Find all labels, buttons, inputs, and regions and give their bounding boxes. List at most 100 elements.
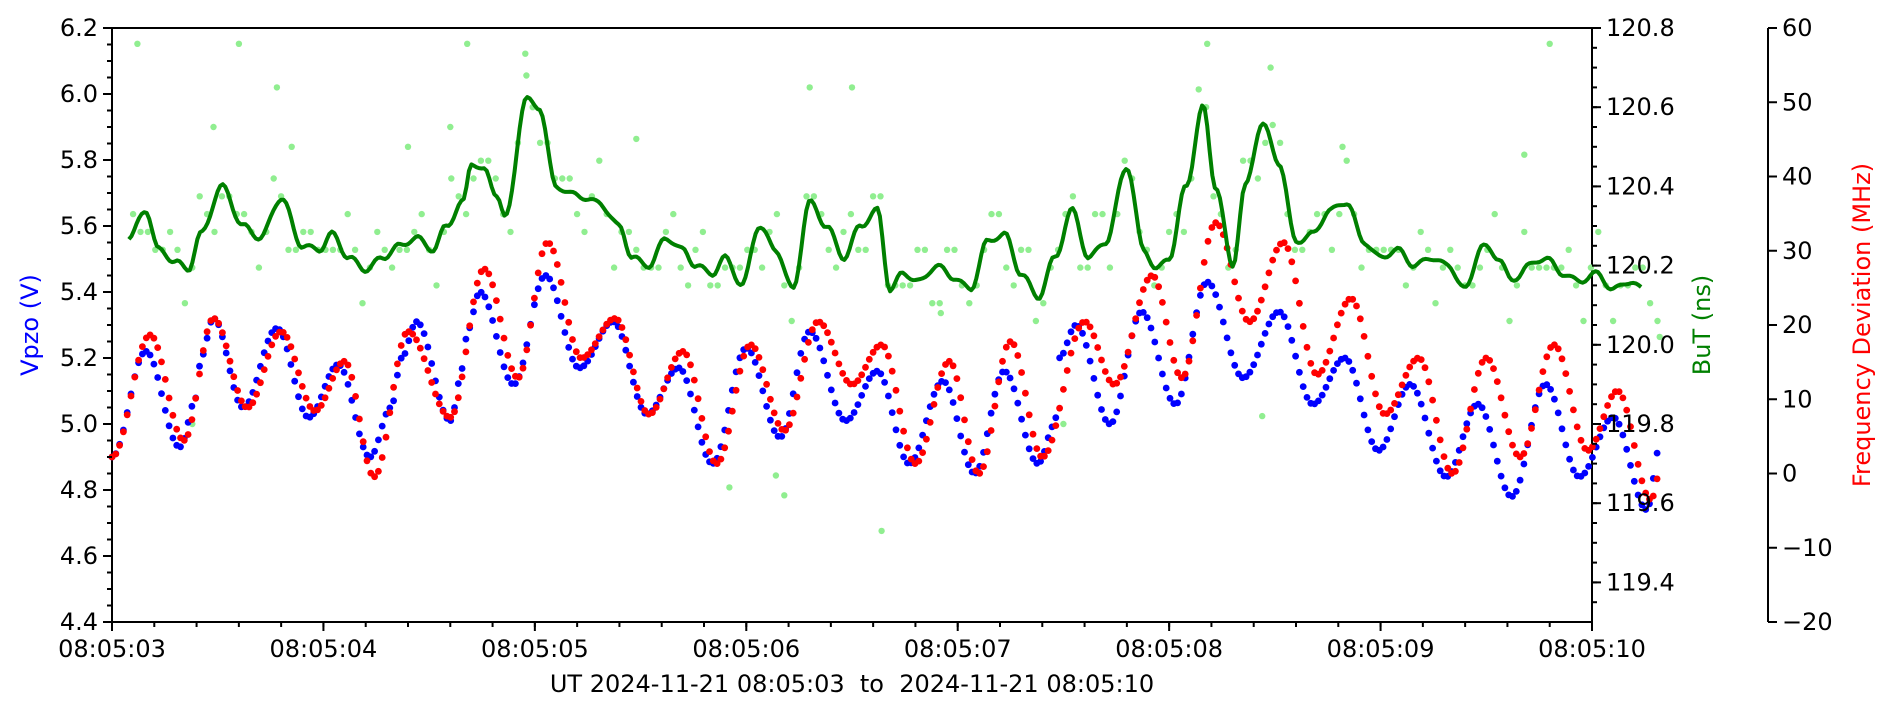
vpzo-point [416, 321, 424, 329]
but-raw-point [1417, 228, 1424, 236]
frequency-deviation-point [1284, 245, 1292, 253]
frequency-deviation-point [633, 384, 641, 392]
frequency-deviation-point [1486, 357, 1494, 364]
vpzo-point [401, 350, 409, 357]
frequency-deviation-point [279, 329, 287, 336]
frequency-deviation-point [1204, 237, 1212, 245]
but-raw-outlier [1656, 333, 1663, 341]
frequency-deviation-point [694, 395, 702, 403]
far-right-axis-label: Frequency Deviation (MHz) [1848, 163, 1876, 487]
frequency-deviation-point [1619, 394, 1627, 402]
frequency-deviation-point [1368, 372, 1376, 380]
frequency-deviation-point [211, 315, 219, 323]
vpzo-point [291, 377, 299, 385]
but-raw-point [692, 246, 699, 253]
but-raw-point [181, 300, 189, 307]
frequency-deviation-point [1528, 424, 1535, 432]
right-tick-label: 119.8 [1606, 410, 1675, 438]
but-raw-point [1313, 210, 1321, 218]
frequency-deviation-point [938, 370, 945, 377]
but-raw-point [862, 246, 869, 253]
frequency-deviation-point [489, 281, 496, 289]
far-right-tick-label: 30 [1782, 237, 1813, 265]
vpzo-point [1189, 330, 1197, 338]
frequency-deviation-point [706, 448, 713, 455]
vpzo-point [1653, 449, 1661, 457]
frequency-deviation-point [428, 379, 436, 386]
frequency-deviation-point [926, 419, 934, 426]
frequency-deviation-point [1558, 355, 1566, 363]
frequency-deviation-point [572, 348, 580, 356]
frequency-deviation-point [1238, 307, 1246, 315]
right-tick-label: 119.4 [1606, 568, 1675, 596]
frequency-deviation-point [1638, 477, 1646, 485]
frequency-deviation-point [1162, 318, 1170, 326]
vpzo-point [1056, 354, 1063, 362]
but-raw-outlier [134, 40, 141, 47]
left-axis-label: Vpzo (V) [16, 274, 44, 376]
far-right-tick-label: 50 [1782, 88, 1813, 116]
vpzo-point [553, 297, 561, 305]
vpzo-point [1501, 484, 1509, 492]
vpzo-point [196, 362, 203, 370]
vpzo-point [964, 461, 972, 469]
frequency-deviation-point [123, 411, 131, 419]
right-tick-label: 120.2 [1606, 252, 1675, 280]
but-raw-point [1491, 210, 1498, 218]
but-raw-point [1506, 317, 1513, 325]
frequency-deviation-point [363, 457, 371, 465]
frequency-deviation-point [1452, 467, 1459, 475]
vpzo-point [344, 381, 352, 388]
vpzo-point [1509, 493, 1516, 500]
but-raw-outlier [1060, 420, 1067, 428]
but-raw-point [1639, 264, 1646, 271]
vpzo-point [1296, 368, 1303, 376]
but-raw-point [1336, 210, 1343, 218]
frequency-deviation-point [831, 349, 839, 357]
left-tick-label: 5.4 [60, 278, 98, 306]
frequency-deviation-point [1254, 307, 1261, 315]
vpzo-point [397, 354, 405, 362]
frequency-deviation-point [690, 376, 698, 384]
left-y-axis: 4.4 4.6 4.8 5.0 5.2 5.4 5.6 5.8 6.0 6.2 [60, 14, 112, 636]
but-raw-point [396, 246, 403, 253]
frequency-deviation-point [1090, 332, 1098, 340]
but-raw-point [1595, 228, 1602, 236]
vpzo-point [885, 392, 892, 400]
frequency-deviation-point [626, 351, 633, 359]
frequency-deviation-point [949, 362, 957, 370]
but-raw-point [492, 175, 499, 182]
frequency-deviation-point [1406, 363, 1414, 371]
frequency-deviation-point [260, 366, 268, 373]
right-tick-label: 120.0 [1606, 331, 1675, 359]
vpzo-point [770, 427, 778, 434]
vpzo-point [1619, 431, 1627, 439]
but-raw-point [1476, 264, 1484, 271]
frequency-deviation-point [1653, 475, 1661, 483]
vpzo-point [531, 301, 538, 309]
vpzo-point [1288, 336, 1296, 344]
frequency-deviation-point [1063, 367, 1071, 374]
frequency-deviation-point [557, 279, 565, 286]
frequency-deviation-point [907, 455, 915, 463]
frequency-deviation-point [987, 427, 995, 434]
frequency-deviation-point [1273, 246, 1280, 254]
frequency-deviation-point [1630, 442, 1638, 449]
frequency-deviation-point [983, 448, 991, 456]
frequency-deviation-point [1117, 373, 1124, 381]
frequency-deviation-point [732, 386, 740, 394]
frequency-deviation-point [375, 467, 382, 475]
but-raw-point [951, 246, 958, 253]
frequency-deviation-point [439, 408, 447, 415]
vpzo-point [1029, 455, 1037, 462]
frequency-deviation-point [751, 345, 759, 353]
vpzo-point [1478, 404, 1486, 412]
frequency-deviation-point [1048, 436, 1056, 444]
frequency-deviation-point [786, 421, 793, 429]
vpzo-point [550, 284, 557, 292]
frequency-deviation-point [976, 469, 984, 477]
vpzo-point [1063, 339, 1071, 347]
frequency-deviation-point [1296, 299, 1303, 307]
frequency-deviation-point [1531, 406, 1539, 414]
frequency-deviation-point [1627, 423, 1634, 430]
